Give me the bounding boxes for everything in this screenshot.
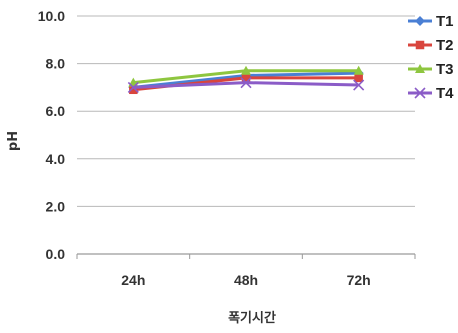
y-tick-label: 8.0 [46, 56, 66, 72]
legend-label: T3 [436, 61, 454, 78]
data-point [129, 85, 138, 95]
data-point [353, 65, 364, 75]
legend-item: T1 [408, 13, 454, 30]
data-point [241, 65, 251, 75]
y-axis-title: pH [6, 131, 21, 151]
y-tick-label: 0.0 [46, 246, 66, 262]
axes: 0.0 2.0 4.0 6.0 8.0 10.0 24h 48h 72h [38, 8, 416, 288]
data-point [240, 77, 252, 89]
data-point [415, 64, 425, 73]
y-tick-label: 10.0 [38, 8, 65, 24]
data-point [415, 16, 425, 26]
legend-label: T4 [436, 85, 454, 102]
data-point [353, 79, 365, 91]
y-tick-label: 4.0 [46, 151, 66, 167]
data-point [354, 73, 363, 83]
data-point [415, 40, 425, 50]
x-tick-label: 48h [234, 272, 258, 288]
y-tick-label: 6.0 [46, 103, 66, 119]
legend-item: T4 [408, 85, 454, 102]
series-t4 [127, 77, 365, 93]
legend-label: T2 [436, 37, 454, 54]
x-axis-title: 폭기시간 [228, 310, 276, 326]
series-lines [127, 65, 365, 95]
legend-item: T3 [408, 61, 454, 78]
legend: T1 T2 T3 T4 [408, 13, 454, 102]
data-point [414, 87, 426, 99]
y-tick-label: 2.0 [46, 198, 66, 214]
gridlines [77, 15, 415, 207]
legend-item: T2 [408, 37, 454, 54]
data-point [241, 73, 251, 83]
x-tick-label: 24h [121, 272, 145, 288]
x-tick-label: 72h [347, 272, 371, 288]
data-point [127, 81, 139, 93]
legend-label: T1 [436, 13, 454, 30]
